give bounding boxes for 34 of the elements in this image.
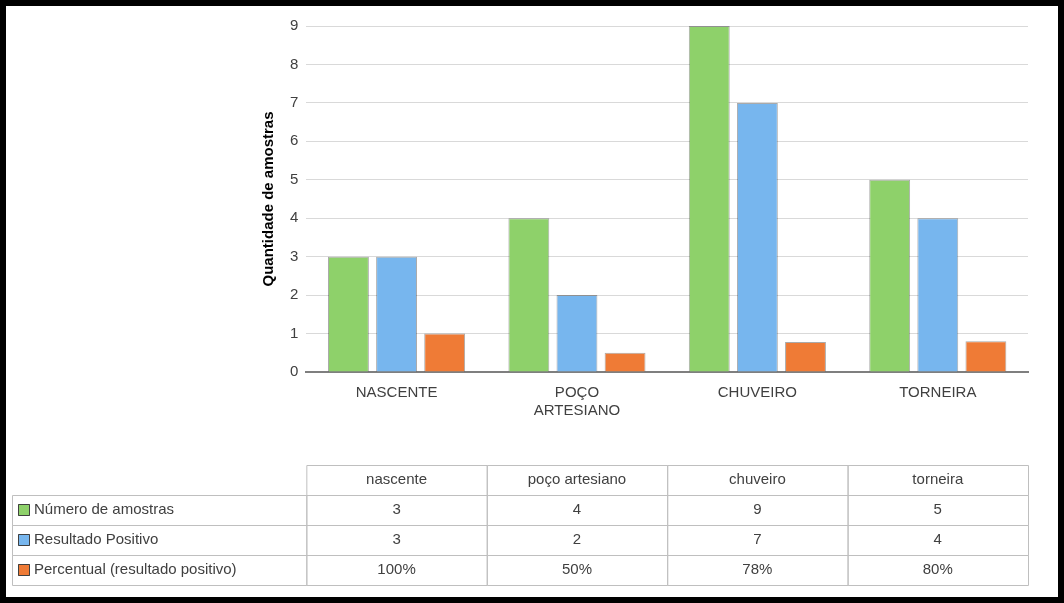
data-label: 7 bbox=[753, 530, 762, 548]
x-tick-label: POÇO ARTESIANO bbox=[533, 383, 621, 419]
data-label: 2 bbox=[572, 530, 582, 548]
y-tick-label: 4 bbox=[290, 208, 299, 226]
data-label: 3 bbox=[392, 530, 401, 548]
text: nascente bbox=[366, 470, 427, 488]
data-label: 78% bbox=[742, 560, 773, 578]
legend-label: Número de amostras bbox=[34, 500, 175, 518]
y-tick-label: 2 bbox=[290, 285, 299, 303]
data-label: 50% bbox=[561, 560, 592, 578]
y-tick-label: 3 bbox=[290, 246, 299, 264]
data-label: 4 bbox=[572, 500, 582, 518]
y-tick-label: 8 bbox=[290, 54, 299, 72]
data-label: 3 bbox=[392, 500, 401, 518]
legend-label: Percentual (resultado positivo) bbox=[34, 560, 237, 578]
y-tick-label: 7 bbox=[290, 93, 299, 111]
x-tick-label: TORNEIRA bbox=[899, 383, 977, 401]
y-tick-label: 6 bbox=[290, 131, 299, 149]
x-tick-label: NASCENTE bbox=[355, 383, 438, 401]
y-tick-label: 9 bbox=[290, 16, 299, 34]
data-label: 9 bbox=[753, 500, 762, 518]
text: poço artesiano bbox=[527, 470, 627, 488]
y-tick-label: 0 bbox=[290, 362, 299, 380]
x-tick-label: CHUVEIRO bbox=[717, 383, 797, 401]
data-label: 100% bbox=[377, 560, 416, 578]
y-tick-label: 5 bbox=[290, 169, 299, 187]
legend-label: Resultado Positivo bbox=[34, 530, 159, 548]
y-axis-title: Quantidade de amostras bbox=[259, 111, 277, 287]
data-label: 5 bbox=[933, 500, 942, 518]
data-label: 80% bbox=[922, 560, 953, 578]
y-tick-label: 1 bbox=[290, 323, 299, 341]
text: chuveiro bbox=[729, 470, 786, 488]
data-label: 4 bbox=[933, 530, 942, 548]
text: torneira bbox=[912, 470, 964, 488]
